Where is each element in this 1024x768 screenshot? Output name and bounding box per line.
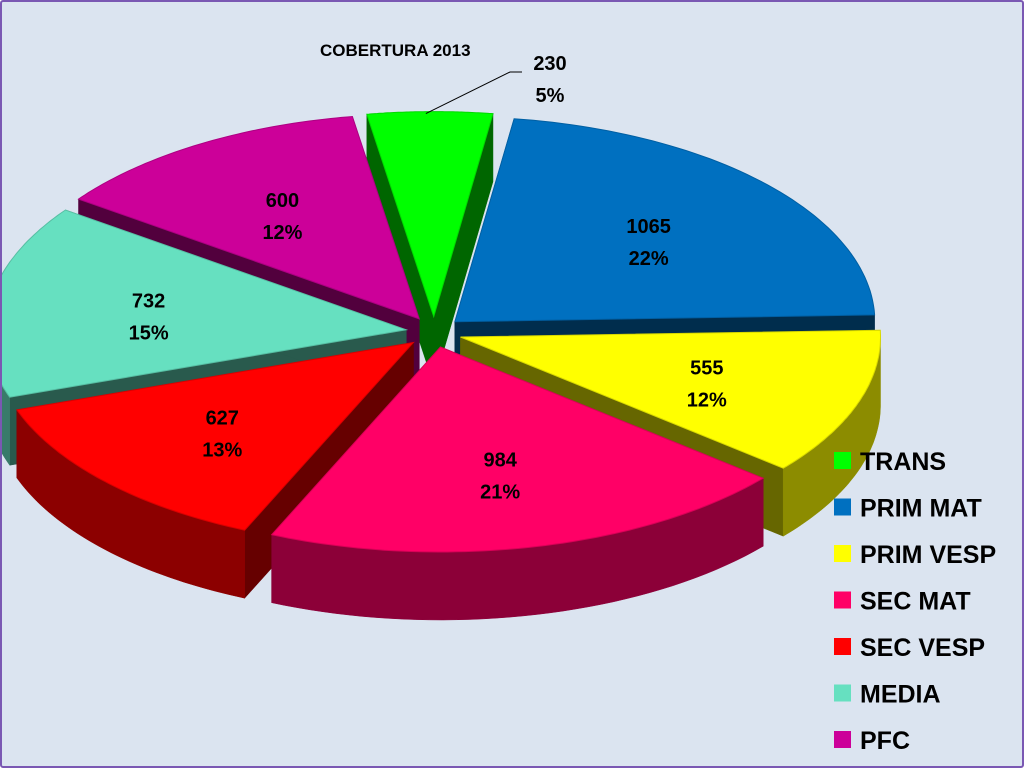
data-label-value: 984 (483, 450, 517, 472)
leader-line (425, 71, 522, 115)
legend-item: SEC VESP (834, 634, 985, 662)
legend: TRANS PRIM MAT PRIM VESP SEC MAT SEC VESP MED… (834, 448, 996, 755)
legend-item: SEC MAT (834, 588, 971, 616)
legend-item: MEDIA (834, 681, 941, 709)
data-label-value: 230 (533, 53, 566, 75)
legend-swatch (834, 638, 851, 655)
legend-label: SEC MAT (860, 588, 971, 616)
data-label-percent: 15% (129, 322, 169, 344)
chart-title: COBERTURA 2013 (320, 41, 471, 60)
data-label-percent: 5% (536, 85, 565, 107)
legend-swatch (834, 545, 851, 562)
legend-swatch (834, 591, 851, 609)
data-label-value: 600 (266, 190, 299, 212)
slices-layer (2, 111, 881, 621)
data-label-value: 1065 (626, 216, 671, 238)
legend-label: SEC VESP (860, 634, 985, 662)
data-label-percent: 12% (262, 222, 302, 244)
legend-label: PRIM VESP (860, 541, 996, 569)
data-label-percent: 12% (687, 389, 727, 411)
legend-label: TRANS (860, 448, 946, 476)
legend-swatch (834, 684, 851, 702)
legend-swatch (834, 731, 851, 748)
legend-item: PRIM MAT (834, 495, 982, 523)
data-label-value: 732 (132, 290, 165, 312)
data-label-percent: 13% (202, 440, 242, 462)
legend-label: PRIM MAT (860, 495, 982, 523)
pie-slice-sec-mat (270, 346, 765, 621)
legend-label: PFC (860, 727, 910, 755)
legend-item: TRANS (834, 448, 946, 476)
data-label-value: 627 (206, 408, 239, 430)
data-label-value: 555 (690, 357, 723, 379)
legend-swatch (834, 452, 851, 469)
data-labels: 230 5% 1065 22% 555 12% 984 21% 627 13% 732 15% 600 1… (129, 53, 727, 504)
data-label-percent: 22% (629, 248, 669, 270)
data-label-percent: 21% (480, 482, 520, 504)
legend-item: PFC (834, 727, 910, 755)
legend-item: PRIM VESP (834, 541, 996, 569)
legend-swatch (834, 498, 851, 516)
legend-label: MEDIA (860, 681, 941, 709)
